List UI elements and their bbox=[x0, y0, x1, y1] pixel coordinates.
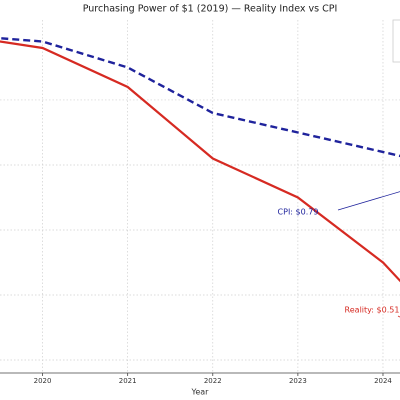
x-tick-label: 2024 bbox=[374, 377, 392, 385]
legend-box bbox=[392, 19, 400, 63]
series-line bbox=[0, 37, 400, 158]
series-line bbox=[0, 40, 400, 283]
x-axis-label: Year bbox=[191, 388, 210, 397]
plot-area bbox=[0, 37, 400, 283]
chart-title: Purchasing Power of $1 (2019) — Reality … bbox=[83, 4, 338, 15]
annotations: CPI: $0.79 Reality: $0.51 bbox=[278, 191, 400, 318]
annotation: Reality: $0.51 bbox=[345, 306, 400, 315]
x-tick-label: 2020 bbox=[34, 377, 52, 385]
x-tick-label: 2023 bbox=[289, 377, 307, 385]
grid: 2020 2021 2022 2023 2024 bbox=[0, 20, 400, 385]
x-tick-label: 2021 bbox=[119, 377, 137, 385]
annotation: CPI: $0.79 bbox=[278, 208, 319, 217]
x-tick-label: 2022 bbox=[204, 377, 222, 385]
annotation-arrow bbox=[337, 191, 400, 211]
